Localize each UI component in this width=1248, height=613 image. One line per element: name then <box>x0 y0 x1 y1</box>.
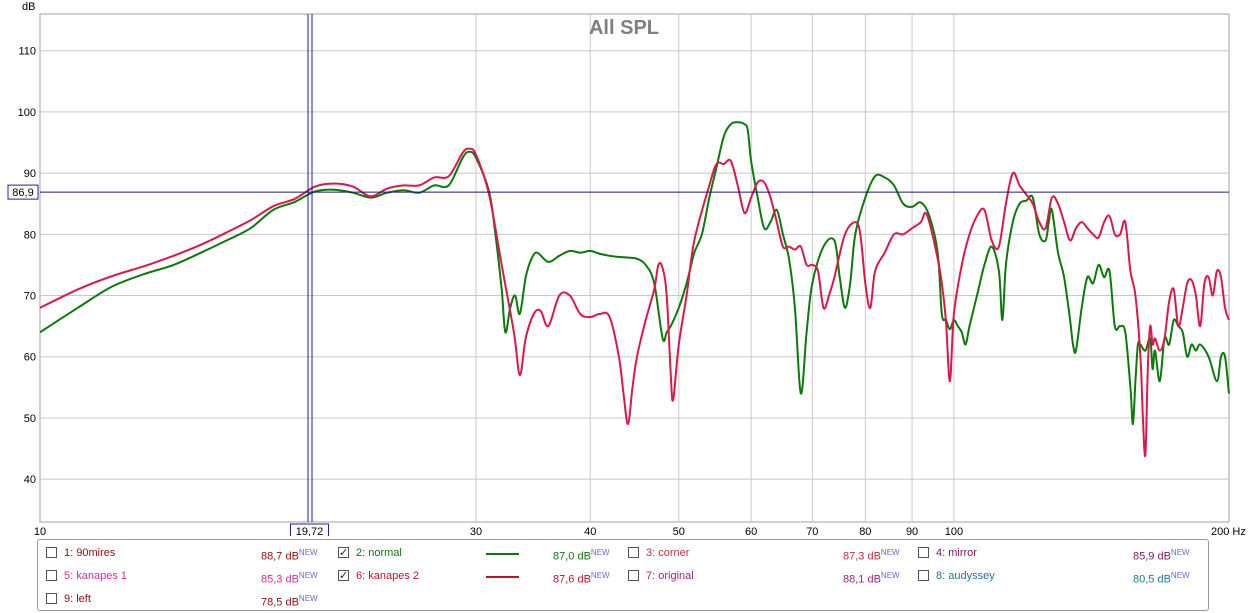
legend-item[interactable]: 1: 90mires 88,7 dBNEW <box>46 543 331 563</box>
y-axis-ticks: 40 50 60 70 80 90 100 110 <box>18 46 36 486</box>
legend-new-badge: NEW <box>880 571 900 580</box>
cursor-x-readout-box <box>290 523 330 536</box>
legend-label: 1: 90mires <box>64 547 116 559</box>
legend-label: 8: audyssey <box>936 570 995 582</box>
legend-value: 87,6 dBNEW <box>553 571 610 586</box>
legend-label: 2: normal <box>356 547 402 559</box>
x-tick-label: 30 <box>470 526 482 536</box>
legend-new-badge: NEW <box>590 548 610 557</box>
y-tick-label: 50 <box>24 413 36 425</box>
legend-line-swatch <box>486 576 519 578</box>
x-tick-label: 50 <box>673 526 685 536</box>
legend-item[interactable]: 8: audyssey 80,5 dBNEW <box>918 566 1203 586</box>
x-tick-label: 200 Hz <box>1211 526 1246 536</box>
y-axis-label: dB <box>22 1 35 13</box>
legend-item[interactable]: 9: left 78,5 dBNEW <box>46 589 331 609</box>
legend-item[interactable]: 3: corner 87,3 dBNEW <box>628 543 913 563</box>
legend-label: 6: kanapes 2 <box>356 570 419 582</box>
legend-value: 78,5 dBNEW <box>261 594 318 609</box>
legend-item[interactable]: 6: kanapes 2 87,6 dBNEW <box>338 566 623 586</box>
cursor-x-readout: 19,72 <box>296 526 324 536</box>
legend-label: 9: left <box>64 593 91 605</box>
legend-item[interactable]: 5: kanapes 1 85,3 dBNEW <box>46 566 331 586</box>
legend-checkbox[interactable] <box>46 547 57 558</box>
cursor: 86,9 19,72 <box>7 14 1229 536</box>
legend-checkbox[interactable] <box>338 543 349 563</box>
legend-label: 7: original <box>646 570 694 582</box>
series-line-kanapes-2 <box>39 147 1230 458</box>
legend-checkbox[interactable] <box>46 593 57 604</box>
legend-new-badge: NEW <box>298 594 318 603</box>
legend-label: 4: mirror <box>936 547 977 559</box>
legend-item[interactable]: 4: mirror 85,9 dBNEW <box>918 543 1203 563</box>
x-tick-label: 90 <box>906 526 918 536</box>
x-tick-label: 10 <box>34 526 46 536</box>
legend-label: 5: kanapes 1 <box>64 570 127 582</box>
y-tick-label: 80 <box>24 229 36 241</box>
y-tick-label: 100 <box>18 107 36 119</box>
series-line-normal <box>39 121 1230 426</box>
legend-value: 88,1 dBNEW <box>843 571 900 586</box>
x-axis-ticks: 10 30 40 50 60 70 80 90 100 200 Hz <box>34 526 1246 536</box>
legend-new-badge: NEW <box>590 571 610 580</box>
cursor-y-readout-box <box>7 184 39 200</box>
legend-new-badge: NEW <box>298 548 318 557</box>
x-tick-label: 80 <box>859 526 871 536</box>
legend: 1: 90mires 88,7 dBNEW 2: normal 87,0 dBNEW 3… <box>37 539 1209 611</box>
x-tick-label: 60 <box>745 526 757 536</box>
legend-value: 88,7 dBNEW <box>261 548 318 563</box>
plot-area[interactable] <box>39 13 1230 523</box>
legend-new-badge: NEW <box>880 548 900 557</box>
legend-new-badge: NEW <box>1170 571 1190 580</box>
chart-title: All SPL <box>589 17 659 39</box>
y-tick-label: 90 <box>24 168 36 180</box>
legend-checkbox[interactable] <box>918 547 929 558</box>
x-tick-label: 100 <box>945 526 963 536</box>
legend-label: 3: corner <box>646 547 690 559</box>
y-tick-label: 70 <box>24 291 36 303</box>
x-tick-label: 70 <box>806 526 818 536</box>
legend-item[interactable]: 7: original 88,1 dBNEW <box>628 566 913 586</box>
x-tick-label: 40 <box>584 526 596 536</box>
legend-value: 87,0 dBNEW <box>553 548 610 563</box>
legend-new-badge: NEW <box>298 571 318 580</box>
legend-value: 85,9 dBNEW <box>1133 548 1190 563</box>
legend-new-badge: NEW <box>1170 548 1190 557</box>
legend-value: 87,3 dBNEW <box>843 548 900 563</box>
legend-checkbox[interactable] <box>338 566 349 586</box>
legend-value: 80,5 dBNEW <box>1133 571 1190 586</box>
series-lines <box>39 121 1230 458</box>
y-tick-label: 110 <box>18 46 36 58</box>
legend-line-swatch <box>486 553 519 555</box>
legend-checkbox[interactable] <box>628 547 639 558</box>
legend-item[interactable]: 2: normal 87,0 dBNEW <box>338 543 623 563</box>
spl-chart[interactable]: 86,9 19,72 10 30 40 50 60 70 80 90 100 200 Hz 40 50… <box>0 0 1248 536</box>
grid <box>40 14 1229 522</box>
cursor-y-readout: 86,9 <box>12 187 33 199</box>
legend-checkbox[interactable] <box>628 570 639 581</box>
legend-value: 85,3 dBNEW <box>261 571 318 586</box>
y-tick-label: 40 <box>24 474 36 486</box>
legend-checkbox[interactable] <box>918 570 929 581</box>
y-tick-label: 60 <box>24 352 36 364</box>
legend-checkbox[interactable] <box>46 570 57 581</box>
